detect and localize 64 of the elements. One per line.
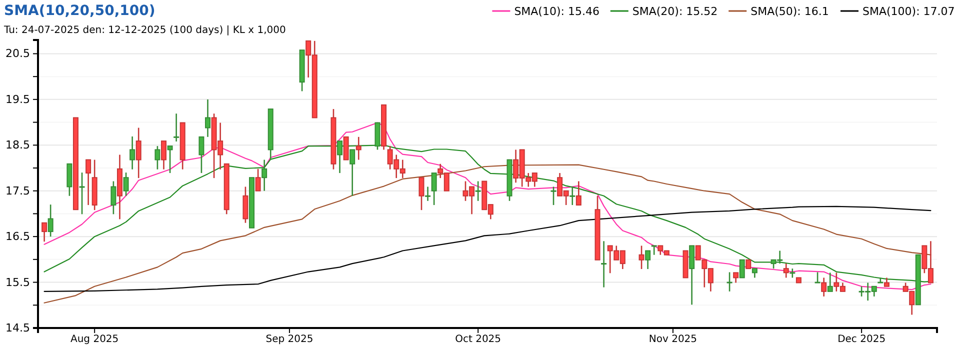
candlestick (204, 98, 210, 138)
candlestick (343, 136, 349, 160)
candlestick (255, 168, 261, 192)
candlestick (160, 140, 166, 170)
x-tick-label: Dec 2025 (838, 334, 886, 346)
candlestick (374, 122, 380, 150)
candlestick (42, 222, 48, 242)
chart-subtitle: Tu: 24-07-2025 den: 12-12-2025 (100 days) | KL x 1,000 (3, 25, 286, 36)
line-series (44, 164, 932, 304)
candlestick (198, 136, 204, 174)
candlestick (356, 136, 362, 160)
candlestick (242, 186, 248, 224)
y-tick-label: 19.5 (6, 92, 30, 106)
legend-label: SMA(100): 17.07 (862, 5, 955, 18)
candlestick (570, 186, 576, 206)
y-tick-label: 14.5 (6, 322, 30, 335)
candlestick (262, 159, 268, 192)
candlestick (86, 159, 92, 206)
x-tick-label: Oct 2025 (455, 334, 502, 346)
candlestick (431, 172, 437, 206)
y-tick-label: 17.5 (6, 184, 30, 198)
candlestick (136, 127, 142, 179)
candlestick (651, 245, 657, 256)
candlestick (154, 145, 160, 170)
candlestick (689, 245, 695, 306)
candlestick (790, 268, 796, 278)
y-tick-label: 18.5 (6, 138, 30, 152)
x-tick-label: Sep 2025 (266, 334, 314, 346)
candlestick (576, 180, 582, 206)
legend-label: SMA(50): 16.1 (750, 5, 829, 18)
candlestick (174, 112, 180, 142)
candlestick (130, 136, 136, 170)
candlestick (123, 172, 129, 197)
x-tick-label: Aug 2025 (70, 334, 119, 346)
candlestick (638, 245, 644, 270)
candlestick (726, 272, 732, 292)
candlestick (821, 277, 827, 298)
candlestick (733, 272, 739, 284)
legend-label: SMA(20): 15.52 (632, 5, 718, 18)
candlestick (475, 180, 481, 202)
candlestick (337, 140, 343, 174)
y-tick-label: 20.5 (6, 47, 30, 60)
chart-title: SMA(10,20,50,100) (4, 3, 156, 19)
candlestick (601, 240, 607, 288)
y-tick-label: 15.5 (6, 276, 30, 289)
candlestick (752, 268, 758, 278)
candlestick (425, 186, 431, 202)
legend-label: SMA(10): 15.46 (514, 5, 600, 18)
candlestick (739, 259, 745, 278)
candlestick (783, 262, 789, 278)
candlestick (66, 163, 72, 197)
line-series (44, 206, 932, 292)
candlestick (167, 145, 173, 174)
candlestick (418, 176, 424, 211)
candlestick (350, 149, 356, 197)
y-tick-label: 16.5 (6, 230, 30, 244)
candlestick (79, 172, 85, 215)
candlestick (48, 204, 54, 238)
candlestick (827, 272, 833, 292)
x-tick-label: Nov 2025 (648, 334, 698, 346)
candlestick (550, 186, 556, 206)
candlestick (110, 180, 116, 215)
candlestick (814, 272, 820, 284)
candlestick (645, 250, 651, 270)
